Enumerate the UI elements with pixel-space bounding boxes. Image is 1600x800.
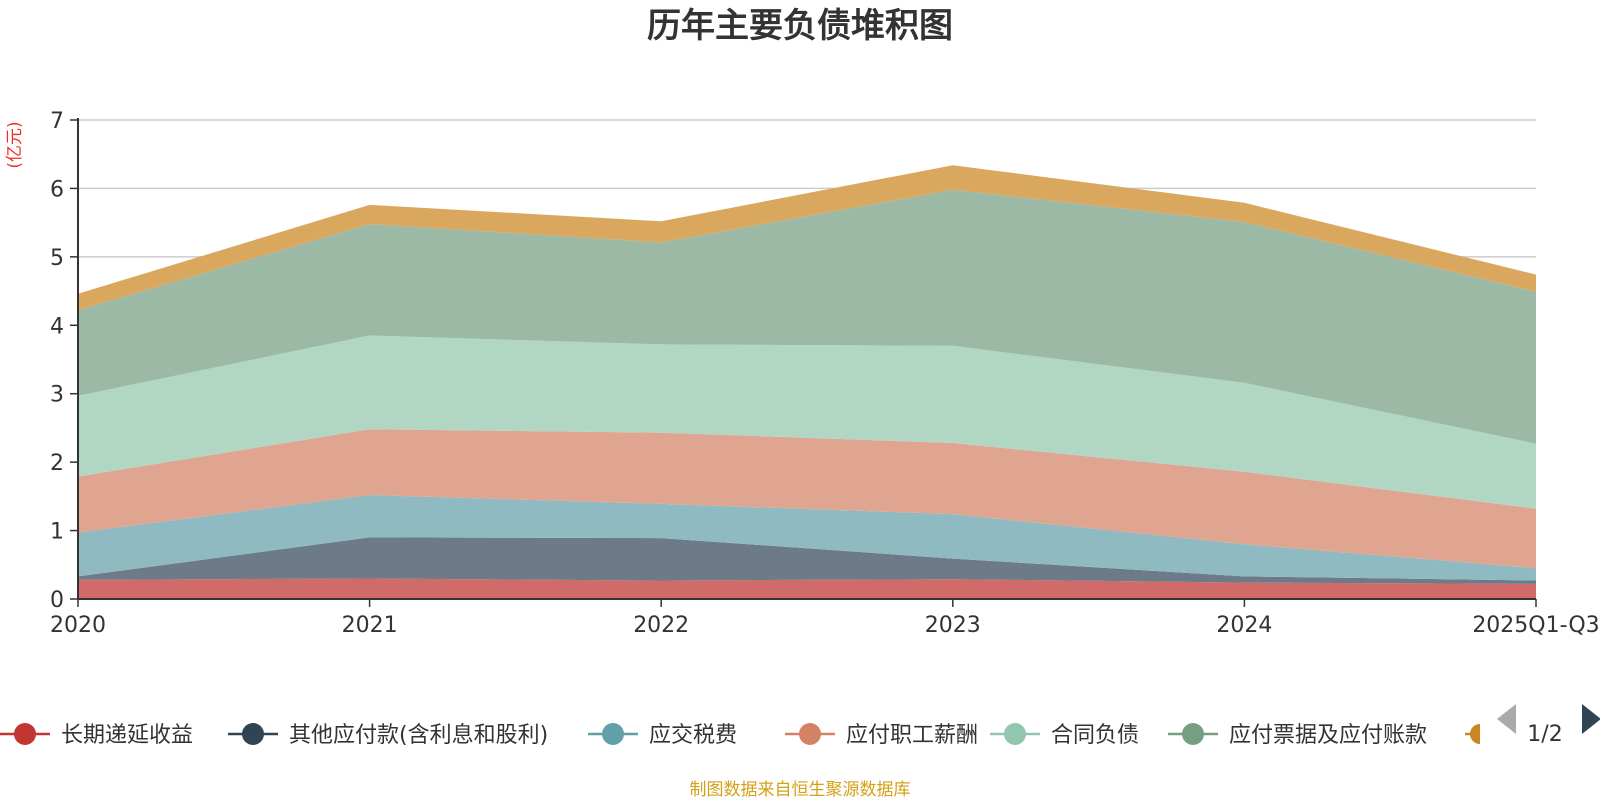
y-tick-label: 0 [50, 588, 64, 613]
y-tick-label: 1 [50, 520, 64, 545]
area-1 [78, 537, 1536, 584]
legend-label: 其他应付款(含利息和股利) [289, 723, 548, 748]
y-tick-label: 7 [50, 109, 64, 134]
area-4 [78, 335, 1536, 509]
next-page-icon[interactable] [1582, 704, 1600, 734]
legend-marker-icon [14, 723, 36, 745]
legend-label: 长期递延收益 [61, 723, 193, 748]
y-tick-label: 4 [50, 314, 64, 339]
legend-label: 应交税费 [649, 723, 737, 748]
area-5 [78, 189, 1536, 444]
legend-pager[interactable]: 1/2 [1497, 704, 1600, 747]
legend-label: 应付票据及应付账款 [1229, 723, 1427, 748]
legend-marker-icon [242, 723, 264, 745]
x-tick-label: 2023 [925, 613, 981, 638]
x-tick-label: 2021 [342, 613, 398, 638]
area-2 [78, 495, 1536, 581]
area-0 [78, 578, 1536, 599]
legend-item-clipped[interactable] [1465, 724, 1480, 744]
legend-label: 合同负债 [1051, 723, 1139, 748]
legend-marker-icon [1470, 724, 1480, 744]
legend-label: 应付职工薪酬 [846, 723, 978, 748]
legend-item[interactable]: 应交税费 [588, 723, 737, 748]
area-6 [78, 165, 1536, 311]
x-tick-label: 2025Q1-Q3 [1472, 613, 1599, 638]
legend-item[interactable]: 应付票据及应付账款 [1168, 723, 1427, 748]
y-tick-label: 6 [50, 177, 64, 202]
legend-marker-icon [602, 723, 624, 745]
legend-marker-icon [799, 723, 821, 745]
y-tick-label: 5 [50, 246, 64, 271]
y-tick-label: 2 [50, 451, 64, 476]
legend-page-indicator: 1/2 [1527, 722, 1562, 747]
area-3 [78, 429, 1536, 569]
legend-marker-icon [1182, 723, 1204, 745]
y-tick-label: 3 [50, 383, 64, 408]
legend-item[interactable]: 其他应付款(含利息和股利) [228, 723, 548, 748]
y-axis-unit: (亿元) [5, 121, 25, 168]
legend-marker-icon [1004, 723, 1026, 745]
x-tick-label: 2024 [1216, 613, 1272, 638]
legend-item[interactable]: 应付职工薪酬 [785, 723, 978, 748]
data-source-note: 制图数据来自恒生聚源数据库 [690, 780, 911, 800]
area-series [78, 165, 1536, 599]
prev-page-icon[interactable] [1497, 704, 1516, 734]
legend-item[interactable]: 合同负债 [990, 723, 1139, 748]
x-tick-label: 2020 [50, 613, 106, 638]
axes: 0 1 2 3 4 5 6 7 2020 2021 2022 2023 2024 2025Q1-Q3 [50, 109, 1600, 638]
chart-title: 历年主要负债堆积图 [647, 6, 953, 46]
legend-item[interactable]: 长期递延收益 [0, 723, 193, 748]
x-tick-label: 2022 [633, 613, 689, 638]
legend[interactable]: 长期递延收益 其他应付款(含利息和股利) 应交税费 应付职工薪酬 合同负债 应付票据及应付… [0, 723, 1480, 748]
